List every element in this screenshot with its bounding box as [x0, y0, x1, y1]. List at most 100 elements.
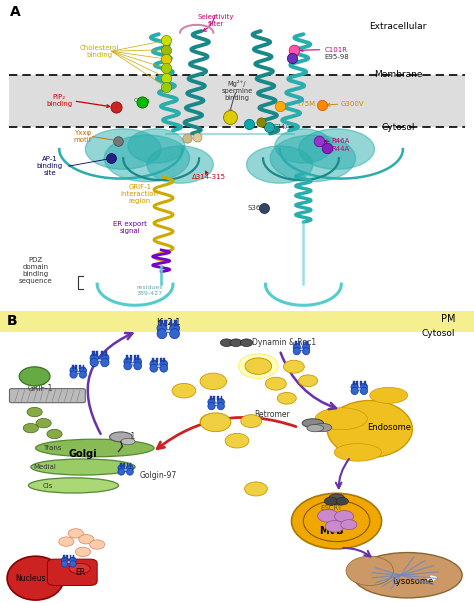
Bar — [75, 365, 77, 369]
Circle shape — [76, 371, 80, 374]
Point — [162, 45, 170, 54]
Bar — [155, 358, 158, 362]
Bar — [174, 320, 177, 326]
Point — [162, 36, 170, 45]
Bar — [137, 355, 139, 360]
Point — [162, 54, 170, 64]
Ellipse shape — [61, 561, 68, 567]
Bar — [152, 358, 154, 362]
Circle shape — [245, 358, 272, 374]
Text: Selectivity
filter: Selectivity filter — [197, 14, 234, 27]
Ellipse shape — [313, 423, 332, 432]
Text: PM: PM — [440, 314, 455, 324]
Circle shape — [97, 359, 102, 362]
Bar — [160, 358, 162, 362]
Bar — [164, 320, 167, 326]
Ellipse shape — [100, 354, 109, 362]
Text: C101R: C101R — [325, 46, 348, 52]
Ellipse shape — [307, 425, 324, 432]
Text: CBS: CBS — [134, 98, 146, 104]
Text: Lysosome: Lysosome — [392, 576, 433, 586]
Bar — [130, 463, 131, 467]
Point — [257, 117, 264, 127]
Bar — [101, 352, 103, 356]
Bar — [123, 463, 125, 467]
Ellipse shape — [160, 364, 168, 372]
Ellipse shape — [160, 360, 168, 368]
Point — [226, 113, 234, 122]
Ellipse shape — [217, 399, 224, 406]
Ellipse shape — [134, 358, 142, 365]
Text: AP-1: AP-1 — [118, 432, 136, 441]
Ellipse shape — [124, 358, 132, 365]
Circle shape — [318, 510, 338, 522]
Circle shape — [220, 339, 233, 347]
Ellipse shape — [302, 344, 310, 351]
Bar — [295, 341, 297, 346]
Circle shape — [201, 413, 231, 432]
Bar — [164, 358, 165, 362]
Ellipse shape — [217, 402, 224, 410]
Point — [315, 136, 322, 146]
Text: Ε95-98: Ε95-98 — [325, 54, 349, 60]
Point — [290, 45, 298, 55]
Circle shape — [156, 365, 161, 367]
Text: GRIF-1
interaction
region: GRIF-1 interaction region — [121, 184, 159, 204]
Text: T75M: T75M — [296, 101, 315, 107]
Text: Nucleus: Nucleus — [16, 573, 46, 582]
Circle shape — [200, 414, 227, 430]
Text: Endosome: Endosome — [367, 423, 410, 432]
Point — [261, 203, 268, 213]
Text: Golgi: Golgi — [69, 449, 97, 459]
Ellipse shape — [70, 371, 77, 378]
Text: R46A: R46A — [332, 138, 350, 144]
Text: AP-1
binding
site: AP-1 binding site — [36, 156, 63, 176]
Ellipse shape — [170, 323, 180, 333]
Circle shape — [200, 373, 227, 390]
Text: S369X: S369X — [247, 205, 270, 211]
Text: B: B — [7, 314, 18, 328]
Bar — [302, 341, 304, 346]
Ellipse shape — [100, 358, 109, 367]
Text: PIP₂
binding: PIP₂ binding — [46, 95, 73, 107]
Text: Golgin-97: Golgin-97 — [140, 472, 177, 480]
Point — [245, 119, 253, 129]
Text: GRIF-1: GRIF-1 — [27, 384, 53, 393]
Text: Medial: Medial — [34, 464, 56, 470]
Bar — [126, 355, 128, 360]
Ellipse shape — [360, 384, 368, 391]
Ellipse shape — [109, 432, 132, 442]
Point — [114, 136, 121, 145]
Bar — [356, 381, 358, 385]
Point — [162, 82, 170, 92]
Ellipse shape — [127, 469, 133, 475]
Circle shape — [165, 329, 171, 333]
Ellipse shape — [70, 557, 76, 564]
Bar — [0, 311, 474, 332]
Circle shape — [90, 540, 105, 549]
Bar — [213, 396, 215, 400]
Bar — [79, 365, 81, 369]
Ellipse shape — [134, 362, 142, 370]
Circle shape — [299, 375, 318, 387]
Text: Membrane: Membrane — [374, 70, 422, 79]
Ellipse shape — [31, 459, 135, 475]
Circle shape — [265, 377, 286, 390]
Bar — [70, 555, 71, 559]
Bar — [127, 463, 128, 467]
Ellipse shape — [70, 367, 77, 374]
Ellipse shape — [85, 129, 161, 169]
Bar — [63, 555, 65, 559]
Circle shape — [292, 493, 382, 549]
Ellipse shape — [353, 552, 462, 598]
Bar — [66, 555, 68, 559]
Point — [276, 101, 283, 111]
Ellipse shape — [79, 371, 86, 378]
Text: Cholesterol
binding: Cholesterol binding — [80, 45, 119, 58]
Bar — [160, 320, 162, 326]
Ellipse shape — [7, 556, 64, 600]
Ellipse shape — [19, 367, 50, 386]
Text: T74A: T74A — [273, 124, 291, 130]
Bar — [299, 341, 301, 346]
Bar — [105, 352, 107, 356]
